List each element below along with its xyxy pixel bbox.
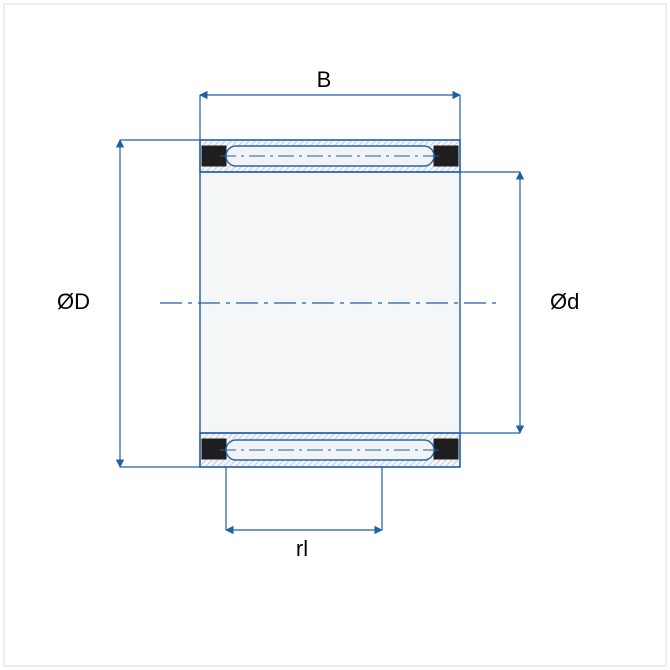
label-rl: rl [296, 536, 308, 561]
cage-end-block [434, 439, 458, 459]
label-d: Ød [550, 289, 579, 314]
bearing-section-diagram: Brl ØD Ød [0, 0, 670, 670]
cage-end-block [202, 439, 226, 459]
label-D: ØD [57, 289, 90, 314]
label-B: B [317, 67, 332, 92]
